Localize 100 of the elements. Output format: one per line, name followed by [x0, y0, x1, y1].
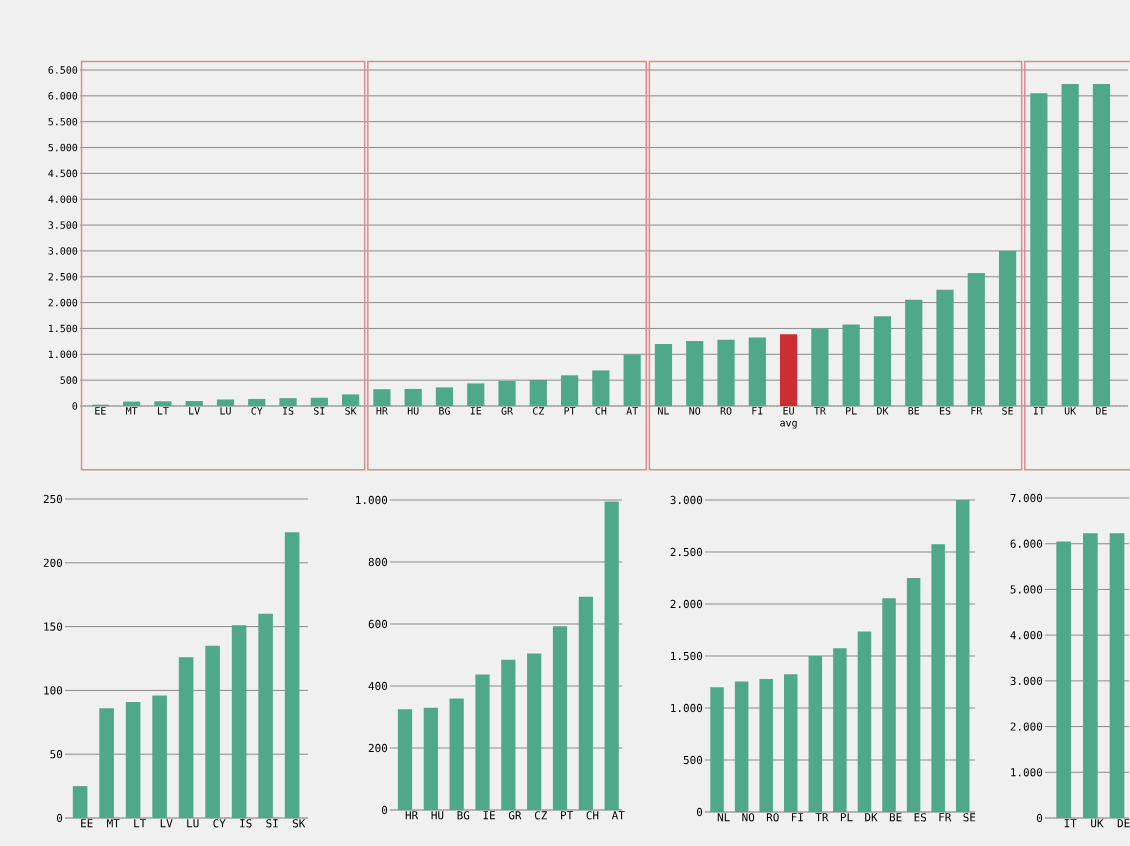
x-tick-label: LV [189, 407, 200, 415]
x-tick-label: CY [213, 819, 226, 828]
y-tick-label: 400 [368, 681, 388, 691]
x-tick-label: CZ [534, 811, 548, 820]
x-tick-label: BE [889, 813, 902, 822]
x-tick-label: NO [742, 813, 755, 822]
bar [967, 272, 985, 406]
bar [578, 596, 593, 810]
bar [125, 701, 141, 818]
x-tick-label: CH [586, 811, 599, 820]
bar [152, 695, 167, 818]
y-tick-label: 3.000 [1010, 676, 1043, 685]
bar [99, 708, 114, 818]
x-tick-label: PL [846, 407, 857, 415]
x-tick-label: NO [689, 407, 701, 415]
x-tick-label: PT [561, 811, 573, 820]
x-tick-label: LU [187, 819, 199, 828]
x-tick-label: AT [626, 407, 638, 415]
bar [592, 370, 610, 406]
bar [404, 388, 422, 406]
y-tick-label: 3.000 [670, 495, 703, 505]
bar [449, 698, 464, 810]
x-tick-label: GR [508, 811, 522, 820]
bar [808, 656, 823, 812]
x-tick-label: SK [345, 407, 357, 415]
x-tick-label: PT [564, 407, 576, 415]
y-tick-label: 0 [56, 813, 63, 823]
x-tick-label: UK [1064, 407, 1077, 415]
bar [759, 678, 773, 812]
x-tick-label: BE [908, 407, 920, 415]
x-tick-label: SE [1002, 407, 1013, 415]
x-tick-label: IS [240, 819, 252, 828]
x-tick-label: RO [720, 407, 732, 415]
bar [717, 339, 735, 406]
y-tick-label: 5.000 [1010, 585, 1043, 594]
bar [654, 343, 673, 406]
y-tick-label: 200 [43, 558, 63, 567]
x-tick-label: NL [658, 407, 669, 415]
y-tick-label: 6.500 [48, 66, 78, 74]
x-tick-label: LU [220, 407, 231, 415]
x-tick-label: BG [439, 407, 450, 415]
x-tick-label: HR [405, 811, 419, 820]
x-tick-label: FI [792, 813, 803, 822]
x-tick-label: DK [877, 407, 889, 415]
y-tick-label: 1.500 [671, 651, 703, 661]
x-tick-label: DE [1117, 819, 1130, 828]
bar [529, 379, 547, 406]
x-tick-label: LT [134, 819, 147, 828]
bar [931, 544, 945, 812]
y-tick-label: 500 [60, 376, 78, 384]
y-tick-label: 2.500 [48, 272, 78, 281]
bar [185, 401, 203, 406]
y-tick-label: 150 [44, 622, 63, 631]
bar [955, 500, 970, 812]
bar [811, 328, 829, 406]
y-tick-label: 4.500 [48, 169, 78, 178]
x-tick-label: CH [595, 407, 607, 415]
x-tick-label: GR [501, 407, 514, 415]
bar [857, 631, 872, 812]
bar [998, 250, 1017, 406]
y-tick-label: 4.000 [48, 195, 78, 203]
x-tick-label: TR [814, 407, 826, 415]
x-tick-label: PL [840, 813, 853, 822]
x-tick-label: NL [717, 813, 730, 822]
bar [279, 398, 297, 406]
bar [435, 387, 454, 406]
x-tick-label: CZ [532, 407, 544, 415]
bar [552, 626, 568, 810]
y-tick-label: 250 [43, 494, 63, 504]
y-tick-label: 2.000 [670, 599, 703, 609]
bar [710, 687, 724, 812]
y-tick-label: 0 [1036, 813, 1043, 823]
bar [342, 394, 360, 406]
bar [686, 341, 704, 406]
y-tick-label: 1.000 [1011, 768, 1043, 777]
bar [873, 316, 892, 406]
bar [623, 354, 641, 406]
bar [906, 578, 921, 812]
y-tick-label: 1.000 [356, 495, 388, 505]
y-tick-label: 100 [44, 686, 63, 695]
x-tick-label: SE [963, 813, 976, 822]
bar [467, 383, 485, 406]
bar [284, 532, 300, 818]
bar [72, 786, 88, 818]
y-tick-label: 0 [72, 402, 78, 410]
bar [397, 709, 413, 810]
bar [1092, 83, 1111, 406]
bar [779, 334, 798, 406]
bar [1061, 83, 1079, 406]
y-tick-label: 4.000 [1010, 631, 1043, 640]
x-tick-label: FI [752, 407, 763, 415]
bar [310, 397, 328, 406]
bar [527, 653, 542, 810]
x-tick-label: IE [483, 811, 495, 820]
bar [216, 399, 235, 406]
y-tick-label: 6.000 [1010, 539, 1043, 548]
bar [882, 598, 896, 812]
y-tick-label: 2.000 [1010, 722, 1043, 731]
x-tick-label: HU [431, 811, 444, 820]
y-tick-label: 3.000 [48, 247, 78, 255]
